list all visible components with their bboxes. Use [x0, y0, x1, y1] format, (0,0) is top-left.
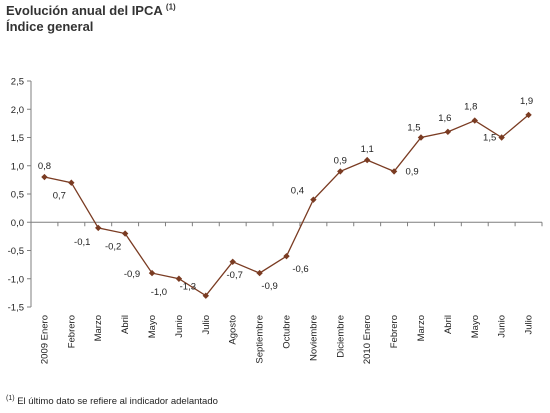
x-tick-label: Junio [174, 315, 185, 338]
data-label: 1,8 [464, 102, 477, 113]
data-label: 1,5 [483, 133, 496, 144]
title-block: Evolución anual del IPCA (1) Índice gene… [6, 3, 176, 35]
data-label: 0,9 [405, 166, 418, 177]
x-tick-label: 2010 Enero [362, 315, 373, 364]
footnote-marker: (1) [6, 394, 15, 402]
x-tick-label: Octubre [282, 315, 293, 349]
data-label: -0,2 [105, 242, 121, 253]
x-tick-label: Marzo [93, 315, 104, 341]
data-point [471, 117, 478, 124]
x-tick-label: Agosto [228, 315, 239, 345]
x-tick-label: Abril [443, 315, 454, 334]
x-tick-label: Abril [120, 315, 131, 334]
y-tick-label: -1,0 [8, 274, 24, 285]
data-label: 0,9 [334, 155, 347, 166]
y-tick-label: -0,5 [8, 246, 24, 257]
data-label: -0,1 [74, 237, 90, 248]
data-point [121, 230, 129, 237]
y-tick-label: 2,5 [11, 77, 24, 88]
data-point [202, 292, 210, 299]
data-point [310, 196, 317, 203]
data-point [498, 134, 505, 141]
data-point [337, 168, 344, 175]
data-label: 1,1 [361, 144, 374, 155]
x-tick-label: Mayo [147, 315, 158, 338]
data-point [525, 111, 532, 119]
data-point [68, 179, 75, 186]
data-label: 1,6 [438, 113, 451, 124]
data-label: 1,5 [407, 123, 420, 134]
y-tick-label: 2,0 [11, 105, 24, 116]
data-point [95, 224, 102, 232]
data-point [229, 258, 236, 265]
x-tick-label: Julio [201, 315, 212, 335]
y-tick-label: 1,5 [11, 133, 24, 144]
data-label: -1,3 [180, 282, 196, 293]
data-label: 0,4 [291, 186, 304, 197]
chart-title-text: Evolución anual del IPCA [6, 3, 163, 18]
data-point [417, 134, 425, 141]
x-tick-label: Febrero [389, 315, 400, 348]
footnote: (1) El último dato se refiere al indicad… [6, 394, 218, 407]
data-point [363, 156, 371, 164]
x-tick-label: Septiembre [255, 315, 266, 364]
x-tick-label: 2009 Enero [39, 315, 50, 364]
y-tick-label: 0,5 [11, 190, 24, 201]
data-point [256, 269, 263, 277]
data-point [390, 168, 398, 175]
data-point [175, 275, 183, 282]
data-point [148, 269, 156, 277]
data-label: -0,9 [261, 281, 277, 292]
data-label: -0,6 [292, 264, 308, 275]
data-label: 0,8 [38, 161, 51, 172]
title-note-marker: (1) [165, 2, 176, 12]
x-tick-label: Noviembre [308, 315, 319, 361]
data-point [444, 128, 452, 136]
data-point [283, 252, 290, 260]
series-line [44, 114, 529, 297]
data-label: -0,7 [227, 270, 243, 281]
x-tick-label: Marzo [416, 315, 427, 341]
data-label: -1,0 [151, 287, 167, 298]
data-label: 1,9 [520, 96, 533, 107]
chart-title: Evolución anual del IPCA (1) [6, 3, 176, 19]
x-tick-label: Febrero [66, 315, 77, 348]
y-tick-label: -1,5 [8, 303, 24, 314]
x-tick-label: Diciembre [335, 315, 346, 358]
x-tick-label: Junio [497, 315, 508, 338]
footnote-text: El último dato se refiere al indicador a… [17, 396, 218, 407]
data-label: -0,9 [124, 269, 140, 280]
y-tick-label: 1,0 [11, 161, 24, 172]
chart-subtitle: Índice general [6, 19, 94, 34]
data-label: 0,7 [53, 191, 66, 202]
x-tick-label: Julio [524, 315, 535, 335]
x-tick-label: Mayo [470, 315, 481, 338]
data-point [41, 173, 48, 181]
y-tick-label: 0,0 [11, 218, 24, 229]
